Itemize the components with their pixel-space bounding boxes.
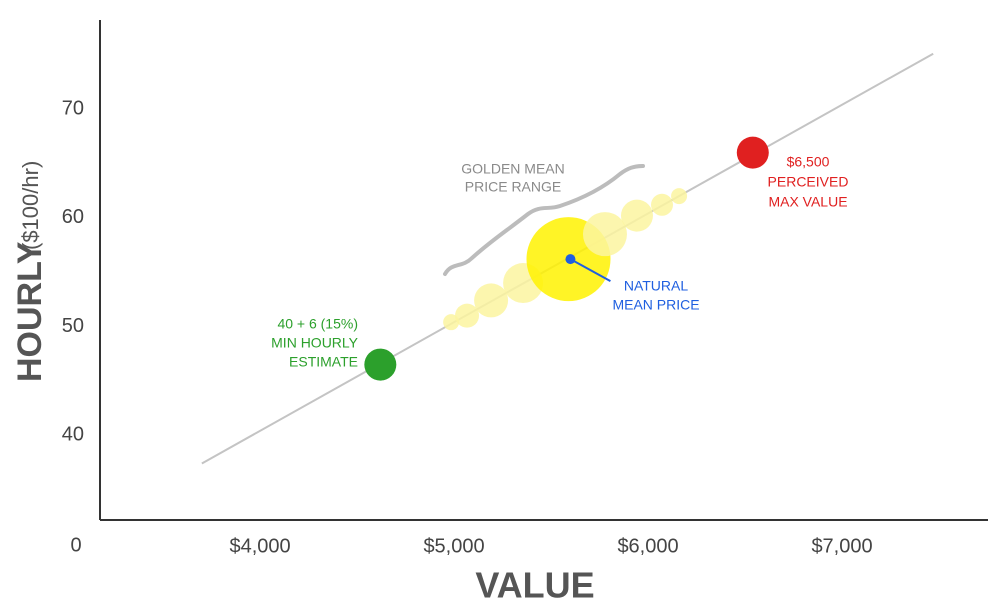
x-tick-label: $5,000 [423,535,484,557]
point [565,254,576,265]
leader-line [569,258,611,283]
bubble [474,283,509,318]
x-tick-label: $6,000 [617,535,678,557]
range-label: PRICE RANGE [465,179,561,195]
range-label: GOLDEN MEAN [461,161,564,177]
x-axis-title: VALUE [475,565,594,606]
point-label: PERCEIVED [768,174,849,190]
point-label: $6,500 [787,154,830,170]
bubble [443,314,460,331]
y-axis-title-group: HOURLY ($100/hr) [11,161,49,382]
bubble [455,303,480,328]
y-tick-label: 50 [62,315,84,337]
x-tick-label: $4,000 [229,535,290,557]
point [736,136,769,169]
y-tick-label: 60 [62,206,84,228]
bubble [671,188,688,205]
bubble [582,212,627,257]
point-label: NATURAL [624,278,689,294]
point-label: MAX VALUE [768,194,847,210]
bubble [620,199,653,232]
y-axis-unit: ($100/hr) [18,161,43,250]
point-label: ESTIMATE [289,354,358,370]
x-tick-label: $7,000 [811,535,872,557]
y-tick-label: 40 [62,423,84,445]
point-label: 40 + 6 (15%) [277,316,358,332]
y-tick-label: 70 [62,97,84,119]
bubble [651,193,674,216]
point-label: MEAN PRICE [612,297,699,313]
point [364,348,397,381]
y-axis-title: HOURLY [11,241,49,382]
point-label: MIN HOURLY [271,335,359,351]
range-brace [443,164,645,276]
origin-label: 0 [70,534,81,556]
